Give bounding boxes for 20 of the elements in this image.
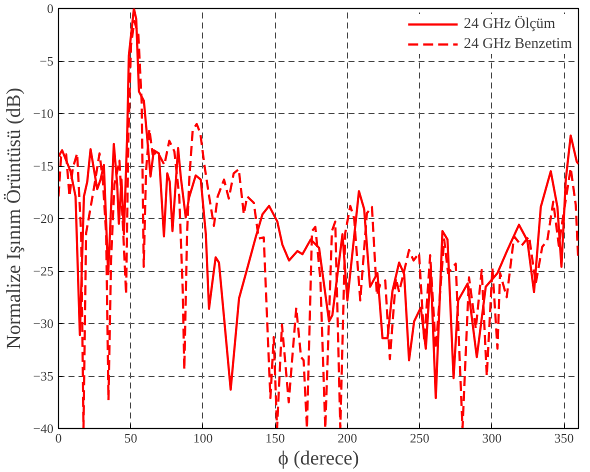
legend-label: 24 GHz Benzetim xyxy=(464,36,572,52)
x-tick-label: 250 xyxy=(410,430,430,446)
y-tick-label: −40 xyxy=(33,421,54,436)
y-tick-label: −5 xyxy=(40,54,54,68)
y-axis-title: Normalize Işınım Örüntüsü (dB) xyxy=(3,88,26,350)
x-tick-label: 50 xyxy=(124,430,138,446)
y-tick-label: −15 xyxy=(33,158,54,174)
y-tick-label: −30 xyxy=(33,316,54,331)
x-tick-label: 300 xyxy=(482,430,502,446)
x-tick-label: 350 xyxy=(554,430,574,446)
x-tick-label: 200 xyxy=(338,430,358,446)
y-tick-label: 0 xyxy=(47,1,54,16)
y-tick-label: −35 xyxy=(33,368,54,384)
y-tick-label: −20 xyxy=(33,211,54,226)
y-tick-label: −10 xyxy=(33,106,54,121)
y-tick-label: −25 xyxy=(33,264,54,278)
x-axis-title: ϕ (derece) xyxy=(278,448,360,470)
x-tick-label: 150 xyxy=(265,430,285,446)
x-tick-label: 100 xyxy=(193,430,213,446)
legend-label: 24 GHz Ölçüm xyxy=(464,16,556,32)
